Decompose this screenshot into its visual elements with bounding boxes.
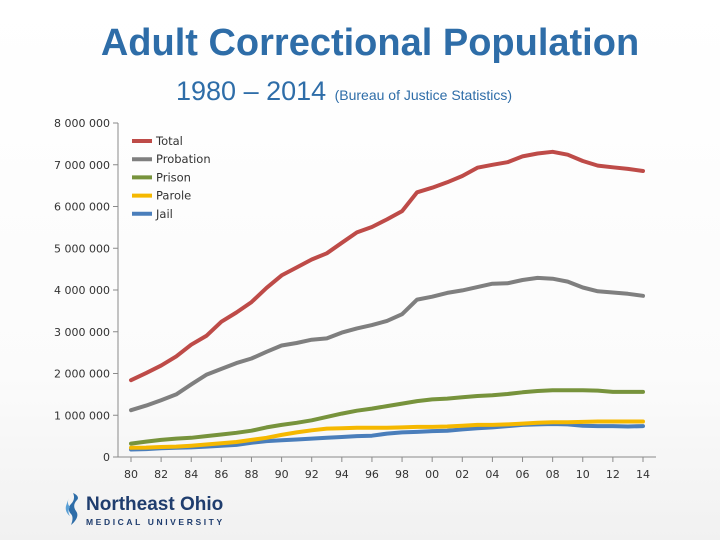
neomed-logo-icon [65, 493, 78, 525]
y-tick-label: 5 000 000 [54, 242, 110, 255]
series-line-prison [129, 388, 645, 446]
x-tick-label: 06 [516, 468, 530, 481]
x-tick-label: 96 [365, 468, 379, 481]
legend-label-prison: Prison [156, 170, 191, 184]
y-tick-label: 3 000 000 [54, 326, 110, 339]
x-tick-label: 02 [455, 468, 469, 481]
y-tick-label: 1 000 000 [54, 409, 110, 422]
x-tick-label: 00 [425, 468, 439, 481]
chart-subtitle: 1980 – 2014 [176, 76, 327, 106]
y-tick-label: 8 000 000 [54, 117, 110, 130]
x-tick-label: 10 [576, 468, 590, 481]
logo-subtitle: MEDICAL UNIVERSITY [86, 517, 225, 527]
series-line-probation [129, 275, 645, 413]
series-line-total [129, 149, 645, 383]
x-tick-label: 82 [154, 468, 168, 481]
y-tick-label: 7 000 000 [54, 159, 110, 172]
x-tick-label: 14 [636, 468, 650, 481]
y-tick-label: 0 [103, 451, 110, 464]
y-tick-label: 2 000 000 [54, 368, 110, 381]
y-tick-label: 4 000 000 [54, 284, 110, 297]
legend-label-jail: Jail [155, 207, 173, 221]
x-tick-label: 88 [244, 468, 258, 481]
series-line-parole [129, 419, 645, 450]
x-tick-label: 80 [124, 468, 138, 481]
x-tick-label: 04 [485, 468, 499, 481]
x-tick-label: 12 [606, 468, 620, 481]
legend-label-parole: Parole [156, 189, 191, 203]
legend-label-total: Total [155, 134, 183, 148]
x-tick-label: 08 [546, 468, 560, 481]
subtitle-line: 1980 – 2014 (Bureau of Justice Statistic… [176, 76, 512, 107]
x-tick-label: 84 [184, 468, 198, 481]
x-tick-label: 86 [214, 468, 228, 481]
chart-title: Adult Correctional Population [100, 22, 640, 64]
x-tick-label: 98 [395, 468, 409, 481]
x-tick-label: 94 [335, 468, 349, 481]
logo-name: Northeast Ohio [86, 494, 224, 515]
y-tick-label: 6 000 000 [54, 201, 110, 214]
chart-source: (Bureau of Justice Statistics) [334, 87, 513, 103]
legend-label-probation: Probation [156, 152, 211, 166]
x-tick-label: 90 [275, 468, 289, 481]
x-tick-label: 92 [305, 468, 319, 481]
